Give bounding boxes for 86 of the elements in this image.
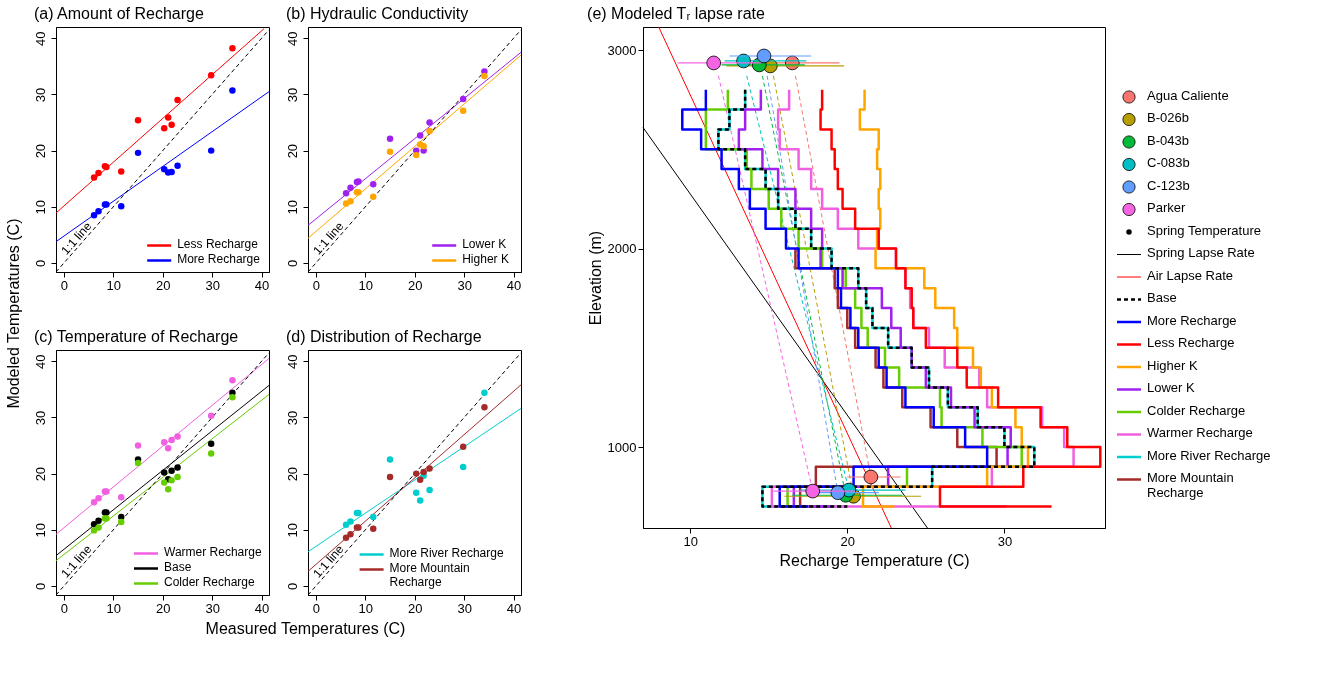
legend-label: More River Recharge [389,545,504,560]
x-tick-label: 40 [506,600,522,616]
x-tick-label: 30 [205,277,220,293]
legend-label: More Recharge [1147,312,1237,328]
y-tick-label: 0 [32,582,48,591]
chart-title: (a) Amount of Recharge [34,5,204,22]
x-tick-label: 30 [457,277,472,293]
legend-label: Warmer Recharge [1147,425,1253,440]
legend-label: C-083b [1147,155,1190,170]
y-tick-label: 40 [32,31,48,46]
legend-label: More Mountain Recharge [389,560,470,589]
y-tick-label: 10 [284,200,300,215]
y-axis-title: Modeled Temperatures (C) [5,218,22,409]
legend-label: Lower K [1147,380,1196,395]
x-tick-label: 10 [358,600,374,616]
y-tick-label: 40 [284,354,300,369]
annotation: 1:1 line [310,541,347,581]
x-tick-label: 40 [506,277,522,293]
legend-label: Colder Recharge [1147,402,1246,418]
legend-label: More River Recharge [1147,447,1271,463]
y-tick-label: 10 [32,200,48,215]
legend-label: B-026b [1147,110,1189,125]
x-tick-label: 30 [997,533,1013,549]
x-tick-label: 0 [312,277,321,293]
y-tick-label: 0 [284,582,300,591]
y-tick-label: 10 [32,523,48,538]
x-tick-label: 20 [156,600,171,616]
x-tick-label: 0 [60,277,69,293]
legend-label: Agua Caliente [1147,87,1229,103]
legend-label: Parker [1147,200,1186,215]
y-tick-label: 30 [284,410,300,426]
y-tick-label: 20 [284,466,300,482]
y-tick-label: 10 [284,523,300,538]
legend-label: Higher K [462,251,509,266]
y-tick-label: 20 [284,143,300,159]
y-tick-label: 0 [32,259,48,268]
x-tick-label: 40 [254,277,270,293]
legend-label: Base [164,559,192,574]
x-tick-label: 20 [156,277,171,293]
legend-label: Base [1147,290,1177,305]
legend-label: Higher K [1147,357,1198,373]
y-tick-label: 3000 [607,42,637,58]
y-tick-label: 40 [32,354,48,369]
legend-label: Less Recharge [177,236,259,251]
y-tick-label: 30 [32,410,48,426]
y-tick-label: 40 [284,31,300,46]
legend-label: Spring Lapse Rate [1147,245,1255,260]
legend-label: Air Lapse Rate [1147,267,1233,283]
chart-title: (d) Distribution of Recharge [286,328,482,345]
x-tick-label: 20 [408,277,423,293]
y-tick-label: 1000 [607,439,637,455]
y-tick-label: 0 [284,259,300,268]
y-tick-label: 30 [32,87,48,103]
legend-label: Spring Temperature [1147,222,1261,238]
x-axis-title: Recharge Temperature (C) [779,551,970,569]
x-tick-label: 20 [408,600,423,616]
legend-label: Less Recharge [1147,335,1235,350]
legend-label: Colder Recharge [164,574,256,589]
legend-label: More Mountain Recharge [1147,470,1234,500]
x-tick-label: 20 [840,533,856,549]
x-axis-title: Measured Temperatures (C) [205,620,406,637]
y-tick-label: 20 [32,143,48,159]
x-tick-label: 10 [358,277,374,293]
x-tick-label: 10 [106,277,122,293]
annotation: 1:1 line [58,541,95,581]
x-tick-label: 10 [683,533,698,549]
annotation: 1:1 line [310,218,347,258]
y-axis-title: Elevation (m) [586,230,604,326]
x-tick-label: 0 [60,600,69,616]
x-tick-label: 40 [254,600,270,616]
y-tick-label: 30 [284,87,300,103]
x-tick-label: 10 [106,600,122,616]
x-tick-label: 30 [457,600,472,616]
y-tick-label: 2000 [607,241,637,257]
legend-label: B-043b [1147,132,1189,148]
chart-title: (e) Modeled Tᵣ lapse rate [587,4,766,22]
chart-title: (c) Temperature of Recharge [34,328,239,345]
legend-label: C-123b [1147,177,1190,193]
y-tick-label: 20 [32,466,48,482]
annotation: 1:1 line [58,218,95,258]
legend-label: Warmer Recharge [164,544,262,559]
x-tick-label: 30 [205,600,220,616]
x-tick-label: 0 [312,600,321,616]
legend-label: More Recharge [177,251,261,266]
chart-title: (b) Hydraulic Conductivity [286,5,469,22]
legend-label: Lower K [462,236,507,251]
